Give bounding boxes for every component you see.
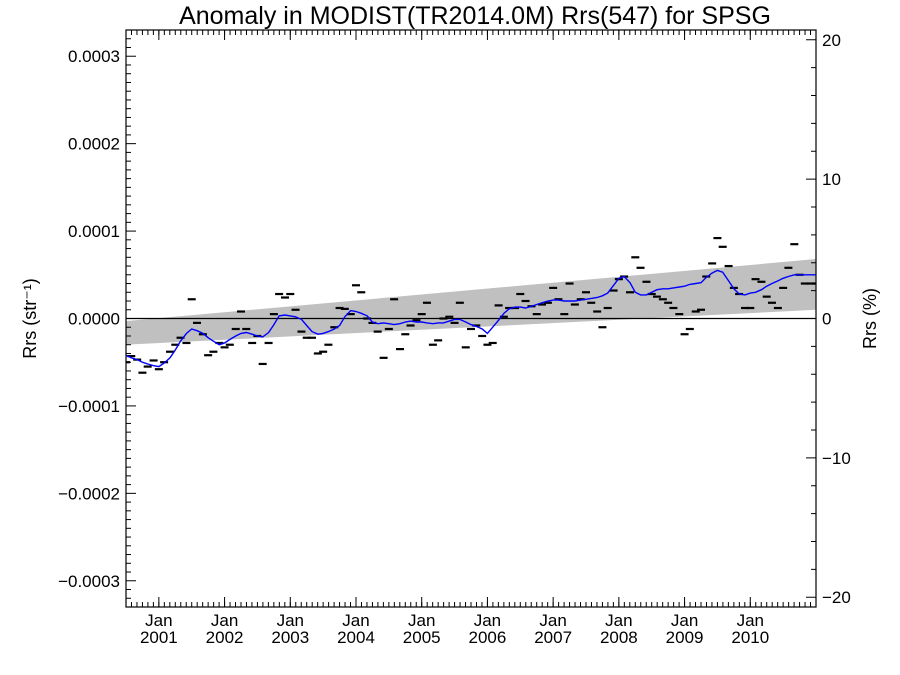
y-tick-label: −0.0001: [58, 397, 120, 416]
y-tick-label: 0.0001: [68, 222, 120, 241]
y-tick-label: −0.0002: [58, 484, 120, 503]
chart-title: Anomaly in MODIST(TR2014.0M) Rrs(547) fo…: [179, 2, 771, 30]
tick-label-layer: −0.0003 −0.0002 −0.0001 0.0000 0.0001 0.0002 0…: [20, 31, 880, 647]
y2-tick-label: −10: [822, 449, 851, 468]
series-line: [126, 269, 816, 368]
x-tick-year-label: 2005: [403, 628, 441, 647]
confidence-band-layer: [126, 259, 816, 345]
x-tick-year-label: 2006: [469, 628, 507, 647]
x-tick-year-label: 2007: [534, 628, 572, 647]
y2-tick-label: 20: [822, 31, 841, 50]
x-tick-month-label: Jan: [211, 611, 238, 630]
y2-tick-label: 0: [822, 310, 831, 329]
y2-tick-label: 10: [822, 170, 841, 189]
y-tick-label: 0.0000: [68, 310, 120, 329]
y-axis-title: Rrs (str⁻¹): [20, 278, 40, 358]
y-tick-label: 0.0002: [68, 135, 120, 154]
x-tick-month-label: Jan: [737, 611, 764, 630]
x-tick-month-label: Jan: [671, 611, 698, 630]
x-tick-month-label: Jan: [145, 611, 172, 630]
y-tick-label: 0.0003: [68, 47, 120, 66]
y-tick-label: −0.0003: [58, 572, 120, 591]
x-tick-month-label: Jan: [277, 611, 304, 630]
x-tick-year-label: 2004: [337, 628, 375, 647]
x-tick-month-label: Jan: [605, 611, 632, 630]
x-tick-year-label: 2001: [140, 628, 178, 647]
x-tick-year-label: 2009: [666, 628, 704, 647]
x-tick-year-label: 2002: [206, 628, 244, 647]
x-tick-month-label: Jan: [342, 611, 369, 630]
x-tick-year-label: 2010: [731, 628, 769, 647]
trend-band: [126, 259, 816, 345]
x-tick-month-label: Jan: [474, 611, 501, 630]
axes-layer: [125, 29, 817, 608]
y2-tick-label: −20: [822, 588, 851, 607]
y2-axis-title: Rrs (%): [860, 288, 880, 349]
x-tick-month-label: Jan: [408, 611, 435, 630]
x-tick-year-label: 2003: [271, 628, 309, 647]
x-tick-year-label: 2008: [600, 628, 638, 647]
x-tick-month-label: Jan: [539, 611, 566, 630]
series-line-layer: [126, 269, 816, 368]
